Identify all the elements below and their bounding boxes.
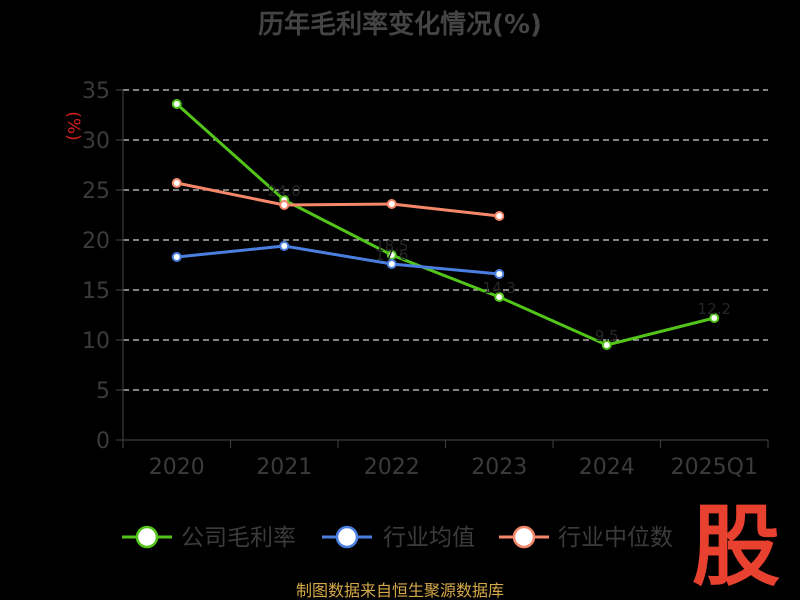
x-tick-label: 2024 [579, 455, 635, 480]
data-label: 17.6 [375, 246, 408, 264]
data-label: 18.5 [375, 237, 408, 255]
series-line [175, 102, 716, 347]
y-tick-label: 5 [96, 379, 110, 404]
y-tick-label: 0 [96, 429, 110, 454]
data-point [494, 211, 505, 221]
legend-item: 行业中位数 [499, 525, 673, 551]
data-point [171, 99, 182, 109]
data-point [171, 252, 182, 262]
y-tick-label: 35 [82, 79, 110, 104]
data-point [279, 241, 290, 251]
legend-label: 行业中位数 [558, 525, 673, 551]
brand-logo: 股 [692, 495, 780, 598]
data-label: 24.0 [268, 182, 301, 200]
data-point [709, 313, 720, 323]
series-2 [171, 178, 505, 221]
x-tick-label: 2021 [256, 455, 312, 480]
x-tick-label: 2025Q1 [671, 455, 758, 480]
y-tick-label: 10 [82, 329, 110, 354]
x-tick-label: 2020 [149, 455, 205, 480]
legend-label: 行业均值 [383, 525, 475, 551]
data-point [601, 340, 612, 350]
y-tick-label: 15 [82, 279, 110, 304]
data-point [386, 259, 397, 269]
chart-title: 历年毛利率变化情况(%) [258, 9, 542, 40]
data-point [494, 292, 505, 302]
data-point [171, 178, 182, 188]
legend-item: 公司毛利率 [122, 525, 296, 551]
data-point [386, 199, 397, 209]
series-0: 24.0 18.5 14.3 9.5 12.2 [171, 99, 731, 350]
legend-item: 行业均值 [322, 525, 475, 551]
legend-marker [512, 525, 536, 549]
y-tick-label: 25 [82, 179, 110, 204]
gridlines [123, 89, 768, 391]
legend: 公司毛利率 行业均值 行业中位数 [122, 525, 673, 551]
y-tick-label: 20 [82, 229, 110, 254]
series-line [175, 181, 501, 218]
series-line [175, 244, 501, 276]
y-tick-label: 30 [82, 129, 110, 154]
data-point [279, 200, 290, 210]
data-label: 9.5 [595, 327, 619, 345]
x-tick-label: 2022 [364, 455, 420, 480]
data-point [494, 269, 505, 279]
legend-marker [135, 525, 159, 549]
data-source-note: 制图数据来自恒生聚源数据库 [296, 581, 504, 600]
data-label: 12.2 [698, 300, 731, 318]
legend-label: 公司毛利率 [181, 525, 296, 551]
x-tick-label: 2023 [471, 455, 527, 480]
series-1: 17.6 [171, 241, 505, 279]
y-axis-unit-label: (%) [63, 111, 83, 140]
data-label: 14.3 [483, 279, 516, 297]
series-lines: 24.0 18.5 14.3 9.5 12.2 17.6 [171, 99, 731, 350]
legend-marker [335, 525, 359, 549]
axes: 0 5 10 15 20 25 30 35 2020 2021 2022 2023 2024 2025Q1 [82, 79, 769, 480]
